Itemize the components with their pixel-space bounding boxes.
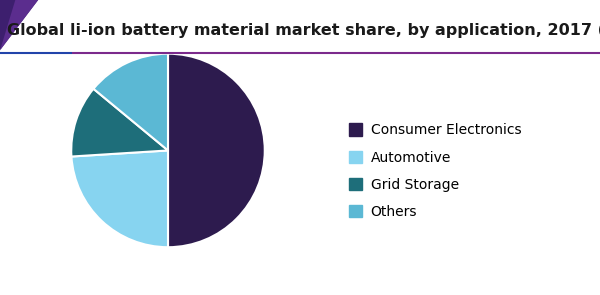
- Wedge shape: [71, 89, 168, 157]
- Wedge shape: [71, 150, 168, 247]
- Wedge shape: [94, 54, 168, 150]
- Text: Global li-ion battery material market share, by application, 2017 (%): Global li-ion battery material market sh…: [7, 24, 600, 38]
- Wedge shape: [168, 54, 265, 247]
- Legend: Consumer Electronics, Automotive, Grid Storage, Others: Consumer Electronics, Automotive, Grid S…: [343, 118, 527, 224]
- Polygon shape: [0, 0, 38, 50]
- Polygon shape: [0, 0, 38, 50]
